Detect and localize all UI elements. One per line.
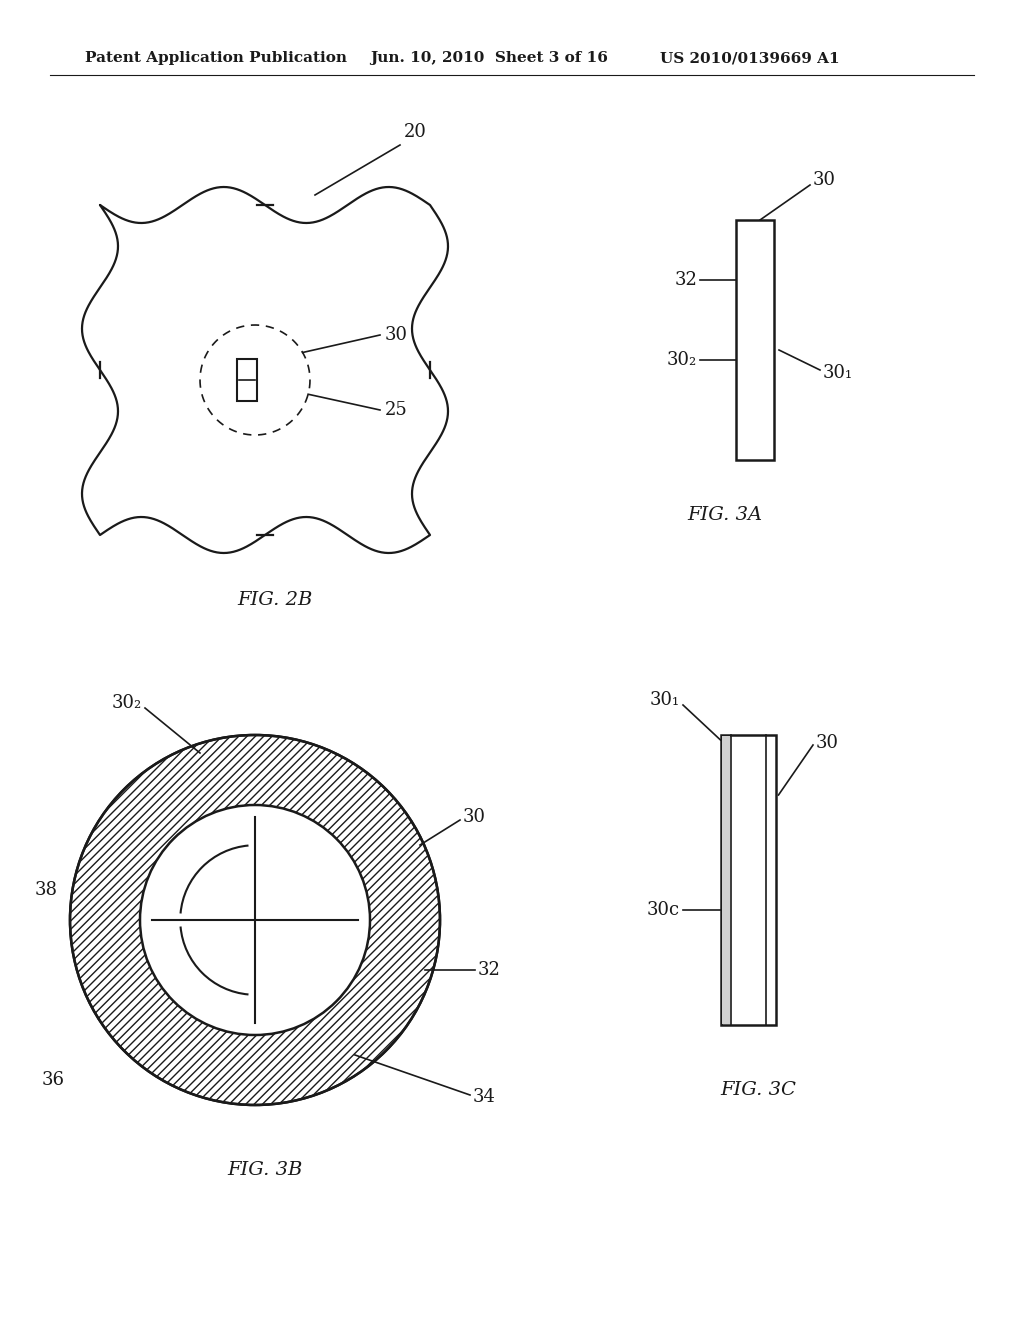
Text: 30: 30: [813, 172, 836, 189]
Text: 30₂: 30₂: [667, 351, 697, 370]
Text: Jun. 10, 2010  Sheet 3 of 16: Jun. 10, 2010 Sheet 3 of 16: [370, 51, 608, 65]
Text: 30: 30: [816, 734, 839, 752]
Text: FIG. 3B: FIG. 3B: [227, 1162, 303, 1179]
Text: 36: 36: [42, 1071, 65, 1089]
Text: 30: 30: [463, 808, 486, 826]
Circle shape: [70, 735, 440, 1105]
Text: 25: 25: [385, 401, 408, 418]
Text: FIG. 3A: FIG. 3A: [687, 506, 763, 524]
Bar: [722, 737, 729, 1024]
Bar: [721, 735, 775, 1026]
Text: US 2010/0139669 A1: US 2010/0139669 A1: [660, 51, 840, 65]
Circle shape: [140, 805, 370, 1035]
Text: 32: 32: [674, 271, 697, 289]
Text: Patent Application Publication: Patent Application Publication: [85, 51, 347, 65]
Text: 30₁: 30₁: [650, 690, 680, 709]
Text: FIG. 2B: FIG. 2B: [238, 591, 312, 609]
Text: 30c: 30c: [647, 902, 680, 919]
Text: 30₁: 30₁: [823, 364, 853, 381]
Text: 30₂: 30₂: [112, 694, 142, 711]
Text: 38: 38: [35, 880, 58, 899]
Text: 30: 30: [385, 326, 408, 345]
Text: 32: 32: [478, 961, 501, 979]
Text: FIG. 3C: FIG. 3C: [720, 1081, 796, 1100]
Bar: [237, 359, 257, 401]
Text: 34: 34: [473, 1088, 496, 1106]
Text: 20: 20: [404, 123, 427, 141]
Bar: [736, 220, 774, 459]
